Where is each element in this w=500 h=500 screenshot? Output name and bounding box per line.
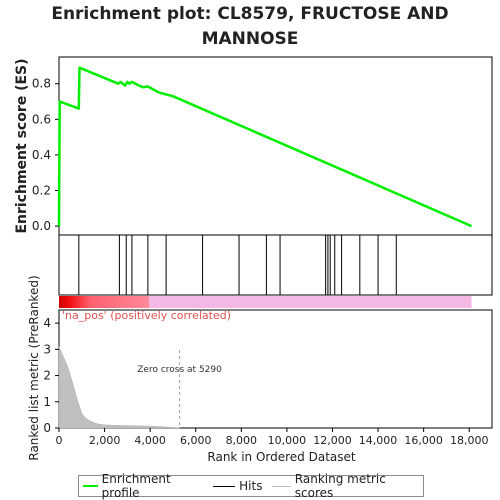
hits-frame [58,234,493,296]
metric-ylabel: Ranked list metric (PreRanked) [27,275,41,460]
es-ytick-label: 0.6 [32,112,51,126]
metric-xtick-label: 16,000 [404,434,443,447]
metric-area [58,346,180,429]
legend-item-hits: Hits [213,479,262,493]
legend: Enrichment profile Hits Ranking metric s… [78,472,424,500]
metric-ytick-label: 4 [43,316,51,330]
es-ytick-label: 0.2 [32,184,51,198]
metric-xtick-label: 12,000 [313,434,352,447]
colorbar-positive [59,296,150,308]
legend-swatch-enrichment [83,485,98,487]
metric-ytick-label: 3 [43,342,51,356]
chart-title-line1: Enrichment plot: CL8579, FRUCTOSE AND MA… [51,4,449,49]
legend-label-enrichment: Enrichment profile [101,472,171,500]
metric-xlabel: Rank in Ordered Dataset [207,450,355,464]
metric-xtick-label: 4,000 [134,434,166,447]
es-plot-frame [58,56,493,236]
legend-label-ranking: Ranking metric scores [294,472,386,500]
es-ytick-label: 0.4 [32,148,51,162]
legend-item-ranking-metric: Ranking metric scores [272,472,417,500]
ranked-metric-panel: Zero cross at 5290 0 1 2 3 4 0 2,000 4,000 6,000 8… [27,275,493,464]
metric-xtick-label: 14,000 [359,434,398,447]
metric-xtick-label: 0 [56,434,63,447]
hits-panel [58,234,493,296]
legend-item-enrichment-profile: Enrichment profile [83,472,203,500]
colorbar-negative [59,296,472,308]
metric-xtick-label: 8,000 [226,434,258,447]
colorbar-pos-label: 'na_pos' (positively correlated) [62,309,231,322]
metric-ytick-label: 2 [43,369,51,383]
es-ylabel: Enrichment score (ES) [14,58,30,233]
legend-swatch-hits [213,485,236,487]
es-curve [57,66,472,228]
legend-swatch-ranking [272,485,291,487]
metric-frame [58,309,493,429]
metric-ytick-label: 1 [43,395,51,409]
metric-xtick-label: 6,000 [180,434,212,447]
metric-xtick-label: 18,000 [450,434,489,447]
ranking-colorbar-panel: 'na_pos' (positively correlated) [59,296,472,322]
es-ytick-label: 0.0 [32,219,51,233]
metric-ytick-label: 0 [43,421,51,435]
metric-xtick-label: 2,000 [89,434,121,447]
zero-cross-annotation: Zero cross at 5290 [137,365,222,375]
es-ytick-label: 0.8 [32,77,51,91]
metric-xtick-label: 10,000 [268,434,307,447]
legend-label-hits: Hits [239,479,263,493]
